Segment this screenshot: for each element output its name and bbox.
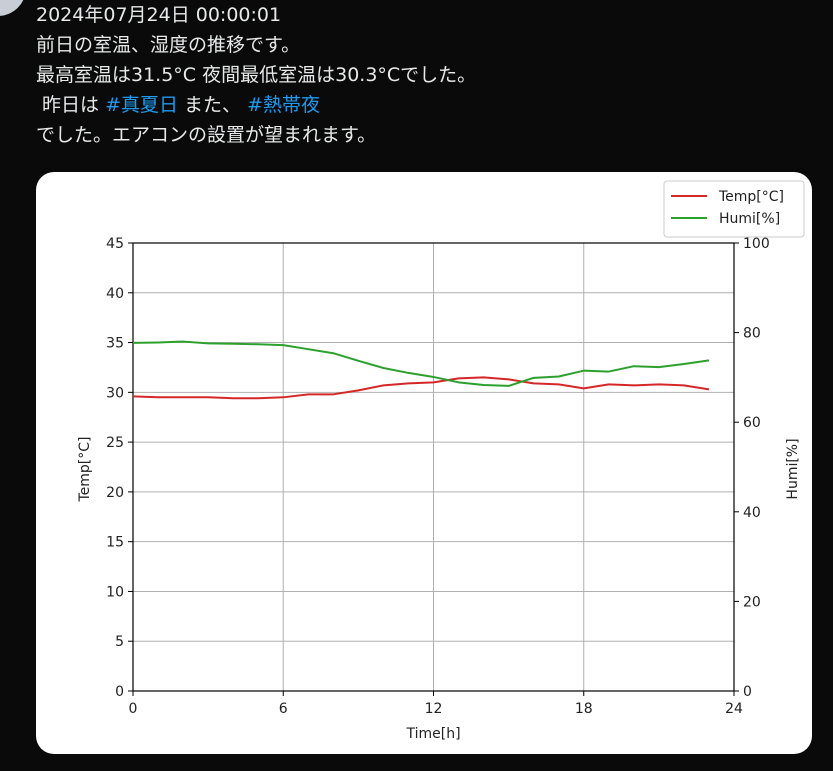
y-tick-label-left: 35 — [106, 336, 124, 352]
post-text: 2024年07月24日 00:00:01 前日の室温、湿度の推移です。 最高室温… — [36, 0, 476, 150]
post-line-4-mid: また、 — [178, 94, 248, 116]
x-tick-label: 6 — [279, 701, 288, 717]
x-axis-label: Time[h] — [405, 726, 460, 742]
legend-label: Temp[°C] — [718, 189, 784, 205]
y-tick-label-right: 80 — [743, 326, 761, 342]
x-tick-label: 24 — [725, 701, 743, 717]
post-line-4-prefix: 昨日は — [36, 94, 106, 116]
temp-series-line — [132, 376, 710, 400]
y-tick-label-left: 20 — [106, 485, 124, 501]
post-line-2: 前日の室温、湿度の推移です。 — [36, 34, 301, 56]
y-tick-label-left: 30 — [106, 385, 124, 401]
line-chart: 0 6 12 18 24051015202530354045020406080100Ti… — [77, 180, 805, 742]
y-tick-label-left: 40 — [106, 286, 124, 302]
hashtag-link-2[interactable]: #熱帯夜 — [247, 94, 321, 116]
y-tick-label-right: 100 — [743, 236, 770, 252]
x-tick-label: 12 — [425, 701, 443, 717]
post-line-4: 昨日は #真夏日 また、 #熱帯夜 — [36, 90, 476, 120]
y-tick-label-right: 0 — [743, 684, 752, 700]
y-tick-label-right: 40 — [743, 505, 761, 521]
avatar[interactable] — [0, 0, 26, 16]
legend-label: Humi[%] — [719, 211, 780, 227]
y-tick-label-left: 15 — [106, 535, 124, 551]
humi-series-line — [132, 340, 710, 387]
x-tick-label: 18 — [575, 701, 593, 717]
hashtag-link-1[interactable]: #真夏日 — [105, 94, 179, 116]
y-tick-label-left: 45 — [106, 236, 124, 252]
post-line-3: 最高室温は31.5°C 夜間最低室温は30.3°Cでした。 — [36, 64, 477, 86]
y-tick-label-left: 5 — [115, 634, 124, 650]
y-tick-label-left: 25 — [106, 435, 124, 451]
y-tick-label-right: 60 — [743, 415, 761, 431]
post-line-5: でした。エアコンの設置が望まれます。 — [36, 124, 377, 146]
y-axis-label-right: Humi[%] — [785, 438, 801, 499]
y-axis-label-left: Temp[°C] — [77, 436, 93, 502]
chart-image-card[interactable]: 0 6 12 18 24 0 5 10 15 20 25 30 35 40 45 0 20 40 60 80 100 Ti… — [36, 172, 812, 754]
y-tick-label-right: 20 — [743, 594, 761, 610]
y-tick-label-left: 10 — [106, 584, 124, 600]
y-tick-label-left: 0 — [115, 684, 124, 700]
x-tick-label: 0 — [129, 701, 138, 717]
post-timestamp: 2024年07月24日 00:00:01 — [36, 4, 282, 26]
